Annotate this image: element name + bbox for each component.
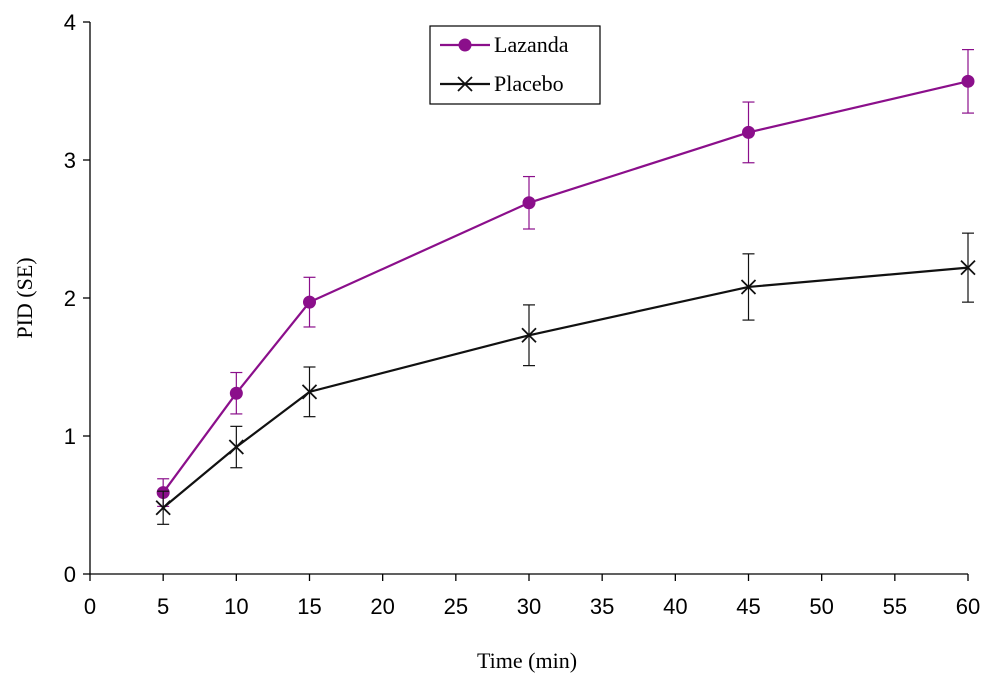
data-point [228,439,244,455]
marker-stroke [521,327,537,343]
x-tick-label: 10 [224,594,248,619]
data-point [522,196,536,210]
y-axis-ticks: 0 1 2 3 4 [64,10,90,587]
legend-item-lazanda: Lazanda [440,32,569,57]
x-tick-label: 25 [444,594,468,619]
data-point [229,386,243,400]
x-tick-label: 45 [736,594,760,619]
y-tick-label: 2 [64,286,76,311]
marker-stroke [960,260,976,276]
y-tick-label: 1 [64,424,76,449]
x-tick-label: 50 [809,594,833,619]
series-layer [155,48,976,525]
x-axis-ticks: 0 5 10 15 20 25 30 35 40 45 50 55 60 [84,574,980,619]
x-tick-label: 15 [297,594,321,619]
x-tick-label: 35 [590,594,614,619]
y-tick-label: 4 [64,10,76,35]
series-line [162,80,969,494]
x-tick-label: 40 [663,594,687,619]
data-point [301,384,318,400]
marker-stroke [155,500,171,516]
data-point [742,125,755,139]
legend-marker [458,38,472,52]
legend-items: Lazanda Placebo [440,32,569,96]
legend-marker [457,76,473,92]
data-point [155,500,171,516]
series-lazanda [156,48,975,507]
x-tick-label: 20 [370,594,394,619]
marker-stroke [740,279,757,295]
x-tick-label: 5 [157,594,169,619]
marker-stroke [301,384,318,400]
data-point [303,295,316,309]
y-axis-title: PID (SE) [12,257,37,338]
series-line [162,266,969,509]
legend-label: Placebo [494,71,564,96]
data-point [521,327,537,343]
x-tick-label: 55 [883,594,907,619]
y-tick-label: 0 [64,562,76,587]
x-tick-label: 30 [517,594,541,619]
legend-label: Lazanda [494,32,569,57]
legend: Lazanda Placebo [429,25,601,105]
x-axis-title: Time (min) [477,648,577,673]
y-tick-label: 3 [64,148,76,173]
axes [89,22,968,575]
x-tick-label: 60 [956,594,980,619]
data-point [740,279,757,295]
marker-stroke [228,439,244,455]
data-point [961,74,975,88]
series-placebo [155,232,976,525]
data-point [960,260,976,276]
legend-item-placebo: Placebo [440,71,564,96]
x-tick-label: 0 [84,594,96,619]
